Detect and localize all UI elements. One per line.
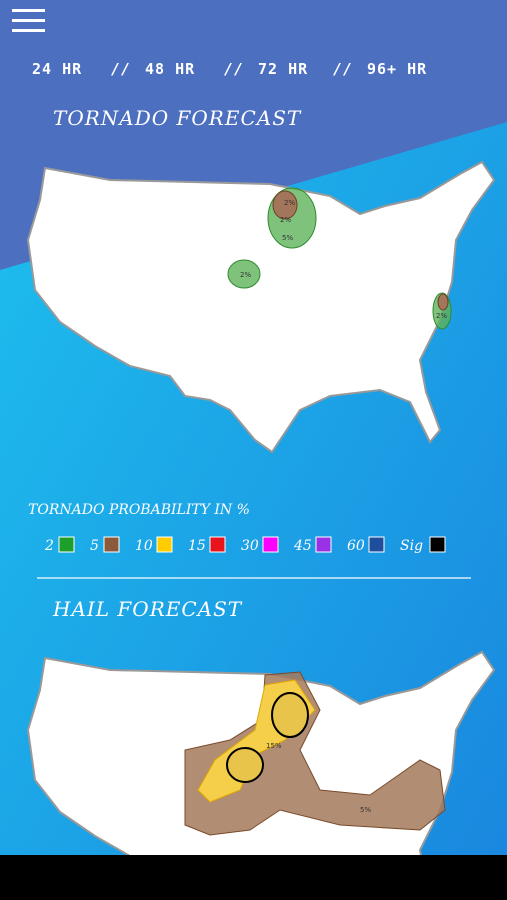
legend-swatch [209, 536, 226, 553]
map-label: 2% [280, 216, 291, 224]
tab[interactable]: 72 HR [258, 60, 308, 78]
legend-swatch [315, 536, 332, 553]
section-title: TORNADO FORECAST [53, 106, 302, 130]
tab[interactable]: 96+ HR [367, 60, 427, 78]
legend-title: TORNADO PROBABILITY IN % [28, 502, 250, 518]
legend-label: 5 [90, 538, 99, 554]
legend-swatch [103, 536, 120, 553]
legend-label: Sig [400, 538, 423, 554]
legend-swatch [58, 536, 75, 553]
legend-label: 60 [347, 538, 365, 554]
legend-swatch [429, 536, 446, 553]
map-label: 2% [284, 199, 295, 207]
legend-swatch [368, 536, 385, 553]
map-label: 15% [266, 742, 282, 750]
tab-separator: // [224, 60, 244, 78]
menu-button[interactable] [12, 9, 45, 32]
legend-swatch [262, 536, 279, 553]
section-title: HAIL FORECAST [52, 597, 243, 621]
legend-label: 10 [135, 538, 153, 554]
hail-map: 15% 5% [27, 651, 495, 900]
bottom-bar [0, 855, 507, 900]
legend-label: 2 [44, 538, 54, 554]
map-label: 2% [240, 271, 251, 279]
map-label: 5% [360, 806, 371, 814]
tab-separator: // [111, 60, 131, 78]
map-label: 2% [436, 312, 447, 320]
legend-label: 30 [241, 538, 259, 554]
tab[interactable]: 48 HR [145, 60, 195, 78]
map-label: 5% [282, 234, 293, 242]
tornado-map: 2% 5% 2% 2% 2% [27, 161, 495, 453]
tab-separator: // [333, 60, 353, 78]
legend-label: 15 [188, 538, 206, 554]
legend-swatch [156, 536, 173, 553]
legend-label: 45 [293, 538, 312, 554]
tab[interactable]: 24 HR [32, 60, 82, 78]
